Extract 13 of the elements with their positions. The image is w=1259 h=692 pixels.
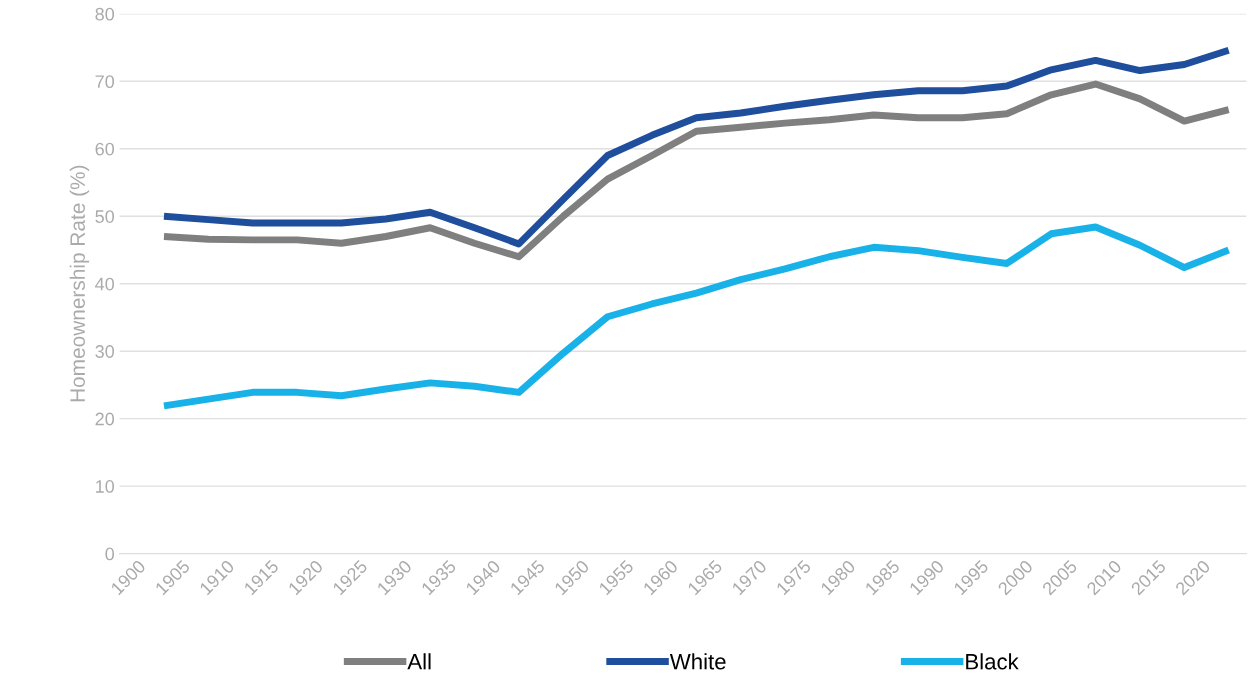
y-tick-label: 30 xyxy=(95,345,115,358)
y-axis-title: Homeownership Rate (%) xyxy=(69,165,90,402)
y-tick-label: 10 xyxy=(96,480,115,493)
y-tick-label: 50 xyxy=(95,210,115,223)
y-tick-label: 20 xyxy=(95,412,115,426)
y-tick-label: 60 xyxy=(95,142,115,156)
y-tick-label: 40 xyxy=(95,277,115,291)
legend-label: All xyxy=(407,653,431,670)
legend-label: White xyxy=(669,653,726,670)
y-tick-label: 80 xyxy=(95,7,115,21)
legend-label: Black xyxy=(966,653,1019,670)
y-tick-label: 0 xyxy=(105,547,115,561)
y-tick-label: 70 xyxy=(95,75,115,89)
